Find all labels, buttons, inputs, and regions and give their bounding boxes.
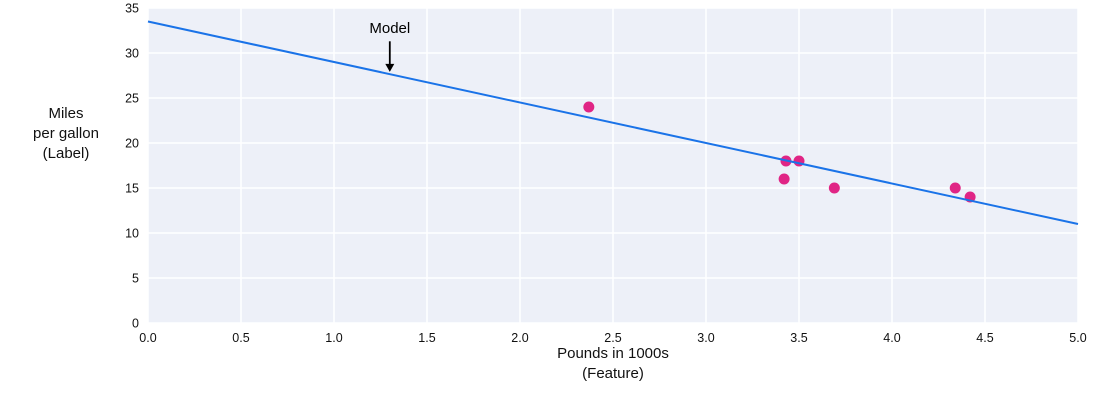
- data-point: [778, 173, 790, 185]
- x-axis-title: Pounds in 1000s (Feature): [148, 344, 1078, 384]
- model-annotation-arrow-head: [385, 63, 395, 72]
- model-line: [147, 20, 1079, 225]
- y-tick-label: 10: [125, 227, 139, 241]
- y-tick-label: 20: [125, 137, 139, 151]
- y-tick-label: 25: [125, 92, 139, 106]
- x-tick-label: 4.5: [976, 331, 993, 345]
- x-axis-title-line-1: Pounds in 1000s: [557, 345, 669, 362]
- y-tick-label: 35: [125, 2, 139, 16]
- y-axis-title-line-1: Miles: [48, 105, 84, 122]
- data-point: [583, 101, 595, 113]
- data-point: [828, 182, 840, 194]
- model-annotation-label: Model: [369, 20, 410, 37]
- y-tick-label: 0: [132, 317, 139, 331]
- data-point: [949, 182, 961, 194]
- x-tick-label: 1.5: [418, 331, 435, 345]
- y-tick-label: 5: [132, 272, 139, 286]
- y-axis-title: Miles per gallon (Label): [2, 104, 130, 164]
- x-tick-label: 2.0: [511, 331, 528, 345]
- y-axis-title-line-3: (Label): [42, 145, 90, 162]
- x-tick-label: 5.0: [1069, 331, 1086, 345]
- x-tick-label: 0.0: [139, 331, 156, 345]
- x-tick-label: 2.5: [604, 331, 621, 345]
- y-tick-label: 30: [125, 47, 139, 61]
- x-tick-label: 4.0: [883, 331, 900, 345]
- x-tick-label: 1.0: [325, 331, 342, 345]
- y-tick-label: 15: [125, 182, 139, 196]
- x-axis-title-line-2: (Feature): [582, 365, 644, 382]
- x-tick-label: 0.5: [232, 331, 249, 345]
- y-axis-title-line-2: per gallon: [33, 125, 99, 142]
- x-tick-label: 3.0: [697, 331, 714, 345]
- x-tick-label: 3.5: [790, 331, 807, 345]
